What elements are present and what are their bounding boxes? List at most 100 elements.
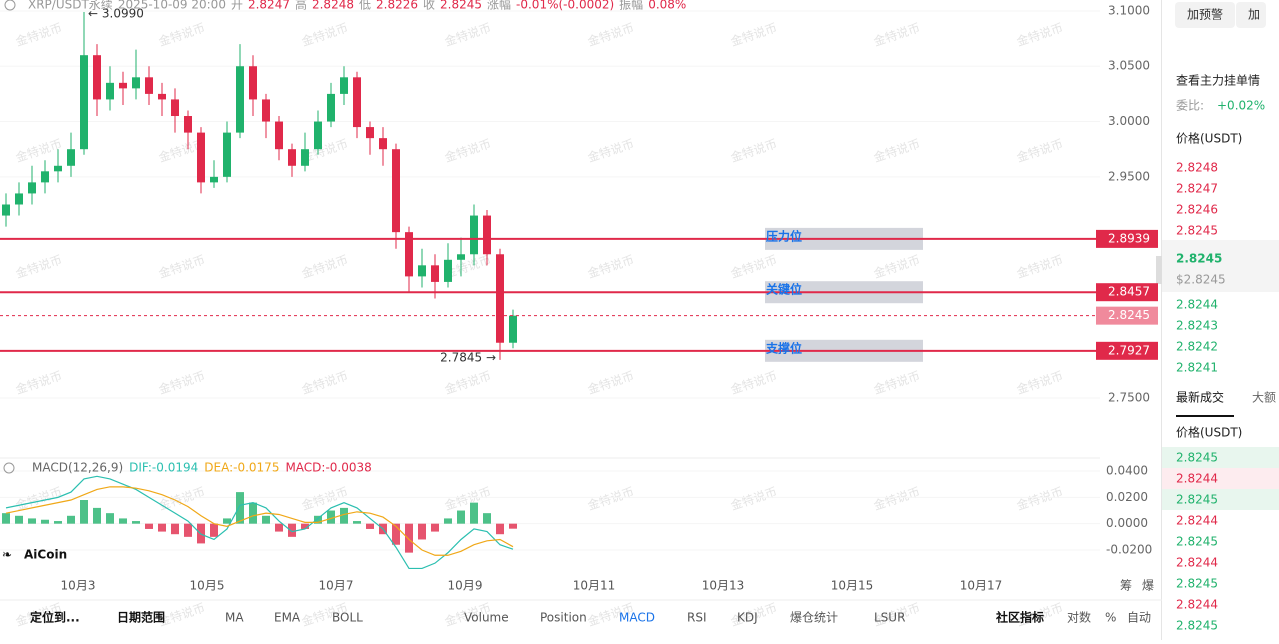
watermark: 金特说币 xyxy=(300,252,350,281)
y-tick-label: 0.0000 xyxy=(1106,516,1148,530)
toolbar-item[interactable]: EMA xyxy=(274,611,301,625)
trade-price: 2.8245 xyxy=(1176,493,1218,507)
trade-price: 2.8245 xyxy=(1176,535,1218,549)
macd-label: DEA:-0.0175 xyxy=(204,461,279,475)
collapse-handle[interactable] xyxy=(1156,256,1162,284)
level-tag xyxy=(1096,229,1158,248)
level-tag-text: 2.8939 xyxy=(1108,231,1150,245)
candle-body xyxy=(457,254,465,260)
header-text: 2.8226 xyxy=(376,0,418,12)
level-tag-text: 2.7927 xyxy=(1108,343,1150,357)
candle-body xyxy=(353,77,361,128)
ask-price: 2.8248 xyxy=(1176,161,1218,175)
x-tick-label: 10月5 xyxy=(190,579,225,593)
candle-body xyxy=(444,259,452,282)
toolbar-item[interactable]: KDJ xyxy=(737,611,758,625)
macd-bar xyxy=(93,507,101,524)
candle-body xyxy=(106,82,114,100)
watermark: 金特说币 xyxy=(729,368,779,397)
toolbar-item[interactable]: Position xyxy=(540,611,587,625)
macd-bar xyxy=(236,492,244,524)
macd-bar xyxy=(210,523,218,537)
x-tick-label: 10月13 xyxy=(702,579,745,593)
watermark: 金特说币 xyxy=(443,20,493,49)
watermark: 金特说币 xyxy=(729,20,779,49)
trade-price: 2.8245 xyxy=(1176,577,1218,591)
candle-body xyxy=(171,99,179,117)
candle-body xyxy=(431,265,439,282)
macd-bar xyxy=(249,502,257,524)
y-tick-label: -0.0200 xyxy=(1106,543,1152,557)
macd-bar xyxy=(444,518,452,524)
watermark: 金特说币 xyxy=(872,136,922,165)
y-tick-label: 2.7500 xyxy=(1108,391,1150,405)
watermark: 金特说币 xyxy=(157,20,207,49)
toolbar-item[interactable]: 社区指标 xyxy=(995,610,1044,625)
macd-bar xyxy=(470,502,478,524)
trade-price: 2.8245 xyxy=(1176,451,1218,465)
last-usd: $2.8245 xyxy=(1176,273,1226,287)
candle-body xyxy=(366,127,374,139)
macd-bar xyxy=(67,515,75,524)
macd-bar xyxy=(80,500,88,524)
x-tick-label: 10月7 xyxy=(319,579,354,593)
macd-bar xyxy=(41,519,49,524)
candle-body xyxy=(314,121,322,150)
toolbar-item[interactable]: 爆仓统计 xyxy=(790,611,838,625)
toolbar-item[interactable]: 定位到... xyxy=(30,610,80,625)
candle-body xyxy=(41,171,49,183)
watermark: 金特说币 xyxy=(1015,484,1065,513)
macd-bar xyxy=(314,515,322,524)
watermark: 金特说币 xyxy=(157,484,207,513)
candle-body xyxy=(184,116,192,133)
watermark: 金特说币 xyxy=(300,20,350,49)
tab[interactable]: 最新成交 xyxy=(1176,390,1224,405)
watermark: 金特说币 xyxy=(872,252,922,281)
toolbar-item[interactable]: 自动 xyxy=(1127,611,1151,625)
header-text: 2.8247 xyxy=(248,0,290,12)
toolbar-item[interactable]: MACD xyxy=(619,611,655,625)
watermark: 金特说币 xyxy=(157,252,207,281)
candle-body xyxy=(15,193,23,205)
toolbar-item[interactable]: % xyxy=(1105,611,1116,625)
watermark: 金特说币 xyxy=(14,20,64,49)
toolbar-item[interactable]: 对数 xyxy=(1067,610,1091,625)
candle-body xyxy=(132,77,140,89)
level-label: 压力位 xyxy=(766,228,802,243)
macd-line xyxy=(5,486,514,556)
watermark: 金特说币 xyxy=(586,20,636,49)
y-tick-label: 3.1000 xyxy=(1108,3,1150,17)
y-tick-label: 2.9500 xyxy=(1108,169,1150,183)
toolbar-item[interactable]: LSUR xyxy=(874,611,905,625)
toolbar-item[interactable]: BOLL xyxy=(332,611,363,625)
header-text: 低 xyxy=(359,0,371,12)
level-label: 关键位 xyxy=(766,282,802,297)
toolbar-item[interactable]: RSI xyxy=(687,611,707,625)
header-text: 2.8245 xyxy=(440,0,482,12)
candle-body xyxy=(93,55,101,100)
order-link[interactable]: 查看主力挂单情 xyxy=(1176,74,1260,88)
watermark: 金特说币 xyxy=(14,252,64,281)
current-tag-text: 2.8245 xyxy=(1108,308,1150,322)
macd-bar xyxy=(223,518,231,524)
tab[interactable]: 大额 xyxy=(1252,391,1276,405)
button[interactable] xyxy=(1175,2,1235,28)
toolbar-item[interactable]: Volume xyxy=(464,611,509,625)
button-text[interactable]: 加预警 xyxy=(1187,7,1223,22)
candle-body xyxy=(249,66,257,100)
toolbar-item[interactable]: 日期范围 xyxy=(117,610,165,625)
y-tick-label: 3.0500 xyxy=(1108,59,1150,73)
min-note: 2.7845 → xyxy=(440,350,496,364)
toolbar-item[interactable]: MA xyxy=(225,611,244,625)
watermark: 金特说币 xyxy=(872,368,922,397)
watermark: 金特说币 xyxy=(1015,252,1065,281)
watermark: 金特说币 xyxy=(872,484,922,513)
macd-bar xyxy=(158,523,166,532)
macd-bar xyxy=(184,523,192,537)
watermark: 金特说币 xyxy=(443,368,493,397)
eye-icon[interactable] xyxy=(3,462,15,474)
candle-body xyxy=(483,215,491,255)
button-text[interactable]: 加 xyxy=(1248,8,1260,22)
button[interactable] xyxy=(1236,2,1266,28)
